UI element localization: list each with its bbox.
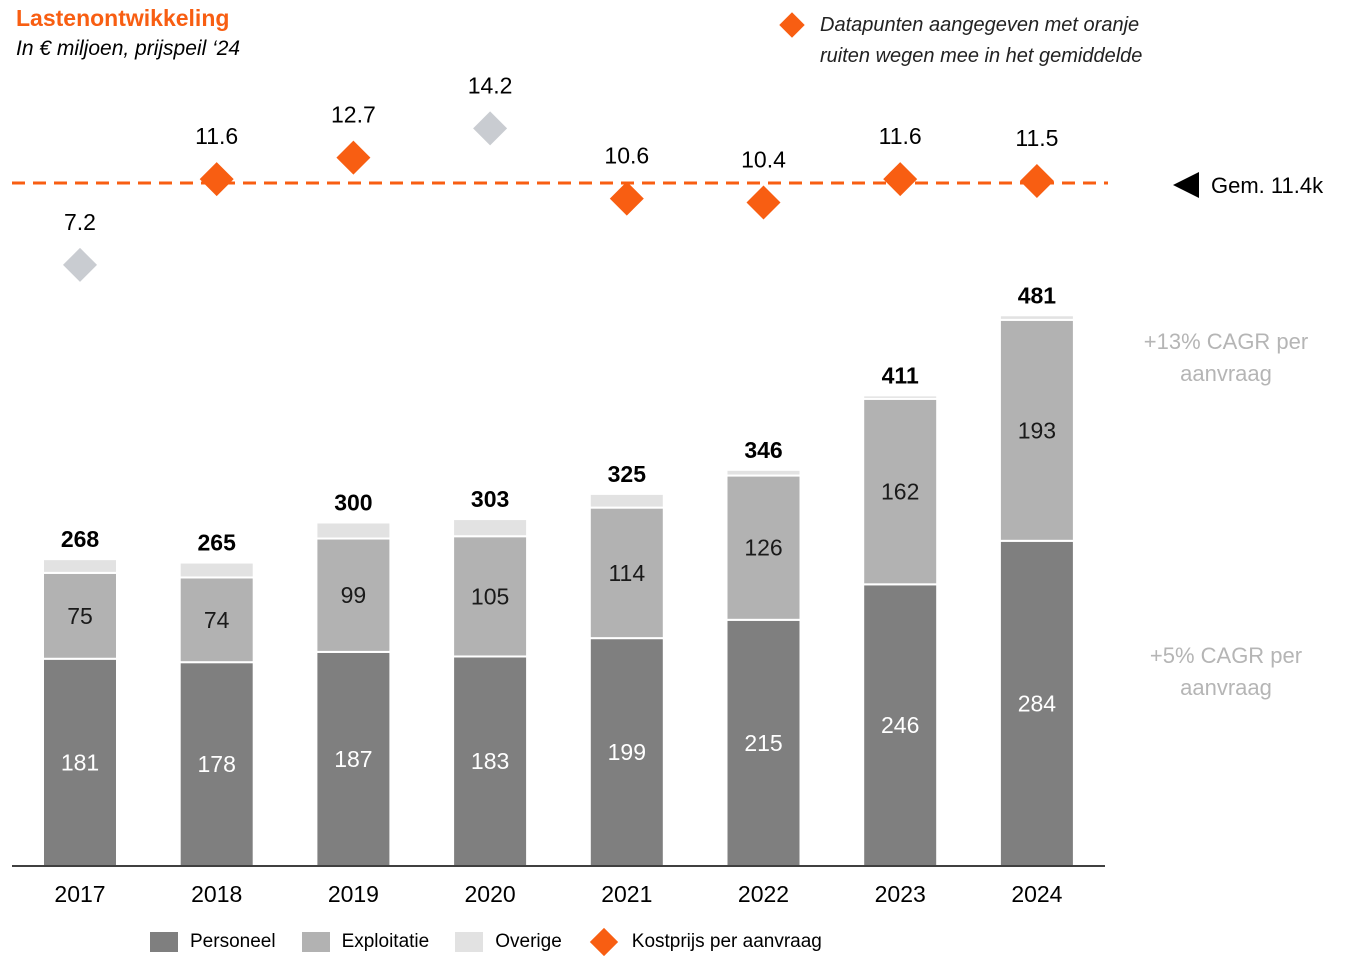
bar-overige-2023 <box>862 394 939 400</box>
kostprijs-label-2023: 11.6 <box>879 123 922 149</box>
bar-label-personeel-2021: 199 <box>608 739 646 765</box>
bar-overige-2021 <box>588 492 665 509</box>
total-label-2017: 268 <box>61 526 100 552</box>
bar-label-exploitatie-2018: 74 <box>204 607 230 633</box>
cagr-exploitatie-label: +13% CAGR per aanvraag <box>1143 329 1309 386</box>
cagr-personeel-label: +5% CAGR per aanvraag <box>1149 643 1303 700</box>
average-label: Gem. 11.4k <box>1211 173 1324 198</box>
kostprijs-marker-2019 <box>336 140 371 175</box>
x-tick-label-2019: 2019 <box>328 881 379 907</box>
kostprijs-label-2021: 10.6 <box>604 143 649 169</box>
bar-exploitatie-2020 <box>452 535 529 658</box>
kostprijs-marker-2017 <box>63 247 97 282</box>
bar-label-exploitatie-2021: 114 <box>608 560 645 586</box>
kostprijs-marker-2021 <box>609 181 644 216</box>
legend-label-exploitatie: Exploitatie <box>341 931 430 952</box>
bar-overige-2022 <box>725 468 802 477</box>
total-label-2023: 411 <box>882 362 919 388</box>
legend-swatch-personeel <box>150 932 178 952</box>
bar-personeel-2018 <box>178 661 255 867</box>
chart-legend: Personeel Exploitatie Overige Kostprijs … <box>150 927 848 956</box>
bar-label-exploitatie-2022: 126 <box>744 535 782 561</box>
total-label-2018: 265 <box>198 530 237 556</box>
legend-item-overige: Overige <box>455 931 562 953</box>
bar-label-personeel-2020: 183 <box>471 748 509 774</box>
total-label-2019: 300 <box>334 490 372 516</box>
legend-label-kostprijs: Kostprijs per aanvraag <box>631 931 822 952</box>
x-tick-label-2022: 2022 <box>738 881 789 907</box>
bar-overige-2024 <box>998 314 1075 321</box>
bar-label-exploitatie-2017: 75 <box>67 603 93 629</box>
kostprijs-marker-2020 <box>473 111 508 146</box>
average-arrow-icon <box>1173 172 1199 198</box>
kostprijs-marker-2024 <box>1019 164 1054 199</box>
bar-personeel-2017 <box>42 657 118 867</box>
annotation-note: Datapunten aangegeven met oranje ruiten … <box>820 14 1143 67</box>
bar-label-personeel-2017: 181 <box>61 749 99 775</box>
total-label-2020: 303 <box>471 486 509 512</box>
x-tick-label-2023: 2023 <box>875 881 926 907</box>
x-tick-label-2021: 2021 <box>601 881 652 907</box>
bar-personeel-2022 <box>725 618 802 868</box>
bar-label-personeel-2023: 246 <box>881 712 919 738</box>
bar-label-personeel-2019: 187 <box>334 746 372 772</box>
x-tick-label-2024: 2024 <box>1011 881 1062 907</box>
bar-overige-2019 <box>315 521 392 540</box>
bar-overige-2018 <box>178 561 255 579</box>
total-label-2021: 325 <box>608 461 647 487</box>
kostprijs-label-2018: 11.6 <box>195 123 238 149</box>
kostprijs-label-2019: 12.7 <box>331 102 376 128</box>
x-tick-label-2017: 2017 <box>54 881 105 907</box>
bar-exploitatie-2022 <box>725 474 802 621</box>
x-tick-label-2018: 2018 <box>191 881 242 907</box>
bar-exploitatie-2021 <box>588 506 665 640</box>
bar-label-personeel-2022: 215 <box>744 730 782 756</box>
bar-overige-2017 <box>42 558 118 574</box>
kostprijs-marker-2022 <box>746 185 781 220</box>
bar-label-personeel-2024: 284 <box>1018 690 1057 716</box>
bar-label-exploitatie-2024: 193 <box>1018 417 1056 443</box>
kostprijs-label-2020: 14.2 <box>468 72 513 98</box>
kostprijs-marker-2023 <box>883 162 918 197</box>
total-label-2024: 481 <box>1018 282 1057 308</box>
bar-overige-2020 <box>452 518 529 538</box>
chart-title: Lastenontwikkeling <box>16 5 230 31</box>
kostprijs-label-2024: 11.5 <box>1015 125 1058 151</box>
bar-label-personeel-2018: 178 <box>198 751 236 777</box>
bar-label-exploitatie-2019: 99 <box>341 582 367 608</box>
total-label-2022: 346 <box>744 437 782 463</box>
legend-label-overige: Overige <box>495 931 562 952</box>
x-tick-label-2020: 2020 <box>465 881 516 907</box>
bar-personeel-2019 <box>315 650 392 868</box>
legend-item-kostprijs: Kostprijs per aanvraag <box>588 927 822 956</box>
legend-item-personeel: Personeel <box>150 931 276 953</box>
legend-swatch-overige <box>455 932 484 952</box>
kostprijs-label-2022: 10.4 <box>741 147 786 173</box>
bar-label-exploitatie-2023: 162 <box>881 479 919 505</box>
legend-item-exploitatie: Exploitatie <box>301 931 430 953</box>
bar-chart: 181 75 268 2017 178 74 265 2018 187 99 300 2019 183 1… <box>12 72 1324 907</box>
legend-label-personeel: Personeel <box>190 931 276 952</box>
legend-swatch-exploitatie <box>301 932 330 952</box>
bar-label-exploitatie-2020: 105 <box>471 583 509 609</box>
legend-diamond-kostprijs <box>589 927 618 956</box>
chart-subtitle: In € miljoen, prijspeil ‘24 <box>16 37 241 60</box>
kostprijs-label-2017: 7.2 <box>64 209 96 235</box>
bar-exploitatie-2017 <box>42 571 118 660</box>
kostprijs-marker-2018 <box>199 162 234 197</box>
